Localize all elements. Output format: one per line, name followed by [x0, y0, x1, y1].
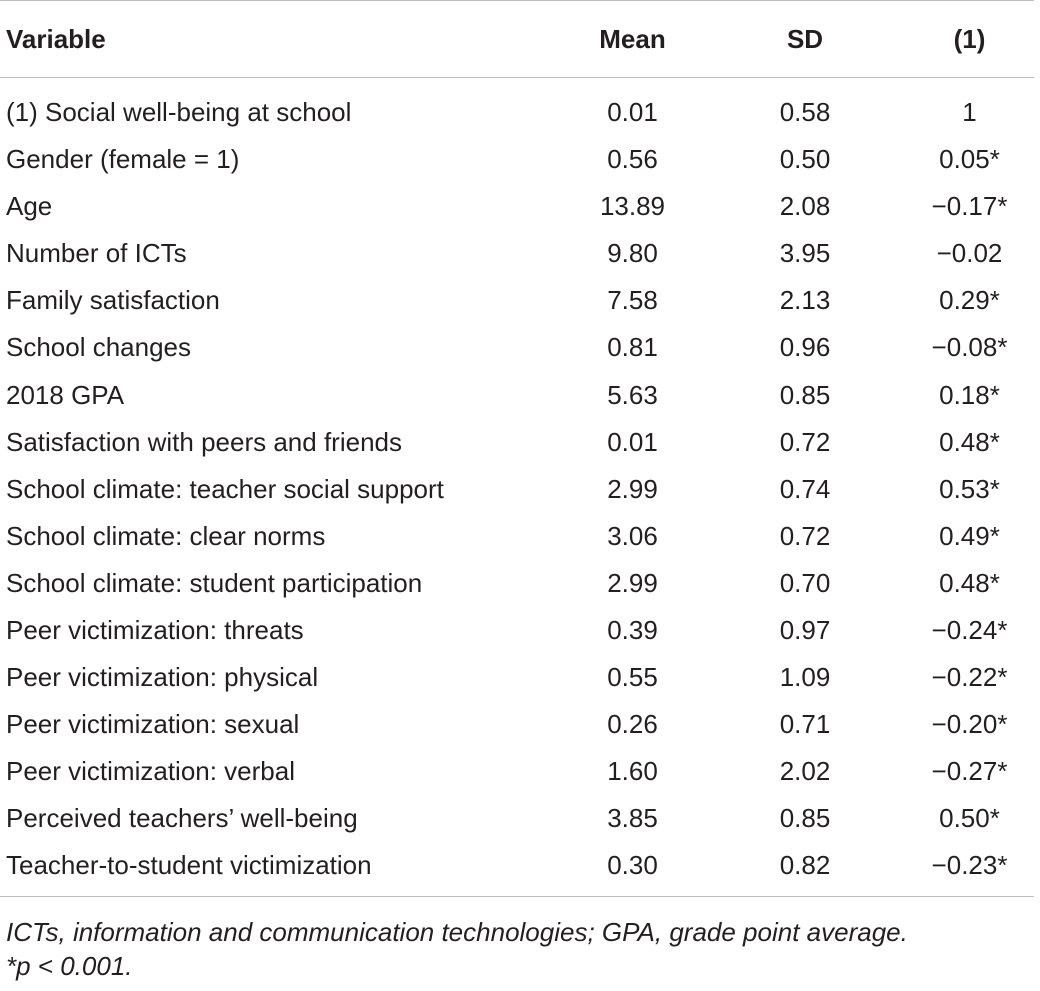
cell-sd: 2.02 [779, 756, 831, 787]
cell-sd: 0.85 [779, 803, 831, 834]
descriptive-statistics-table-container: Variable Mean SD (1) (1) Social well-bei… [0, 0, 1034, 896]
cell-variable: Gender (female = 1) [6, 144, 240, 175]
cell-correlation: −0.23* [931, 850, 1008, 881]
cell-correlation: −0.20* [931, 709, 1008, 740]
table-row: Peer victimization: threats 0.39 0.97 −0.24… [0, 607, 1034, 654]
cell-mean: 3.85 [607, 803, 658, 834]
cell-variable: Perceived teachers’ well-being [6, 803, 358, 834]
cell-sd: 0.72 [779, 426, 831, 457]
cell-variable: Peer victimization: threats [6, 614, 304, 645]
cell-correlation: −0.22* [931, 662, 1008, 693]
cell-sd: 0.58 [779, 96, 831, 127]
cell-sd: 3.95 [779, 238, 831, 269]
cell-correlation: 0.53* [939, 473, 1000, 504]
cell-mean: 3.06 [607, 520, 658, 551]
cell-variable: Teacher-to-student victimization [6, 850, 372, 881]
cell-variable: School climate: student participation [6, 567, 423, 598]
cell-variable: (1) Social well-being at school [6, 96, 352, 127]
descriptive-statistics-table: Variable Mean SD (1) (1) Social well-bei… [0, 0, 1034, 896]
cell-mean: 0.39 [607, 614, 658, 645]
cell-variable: Peer victimization: sexual [6, 709, 300, 740]
table-row: Satisfaction with peers and friends 0.01 0… [0, 419, 1034, 466]
cell-sd: 0.97 [779, 614, 831, 645]
cell-sd: 0.50 [779, 144, 831, 175]
cell-mean: 2.99 [607, 567, 658, 598]
header-row: Variable Mean SD (1) [0, 0, 1034, 78]
cell-sd: 0.70 [779, 567, 831, 598]
cell-variable: School changes [6, 332, 192, 363]
cell-mean: 0.30 [607, 850, 658, 881]
cell-mean: 0.81 [607, 332, 658, 363]
cell-variable: School climate: teacher social support [6, 473, 444, 504]
footnote-significance: *p < 0.001. [6, 951, 133, 981]
cell-mean: 0.01 [607, 96, 658, 127]
table-row: Peer victimization: verbal 1.60 2.02 −0.27* [0, 748, 1034, 795]
cell-variable: Peer victimization: physical [6, 662, 319, 693]
table-row: Age 13.89 2.08 −0.17* [0, 183, 1034, 230]
cell-mean: 0.01 [607, 426, 658, 457]
cell-variable: Satisfaction with peers and friends [6, 426, 402, 457]
cell-mean: 0.55 [607, 662, 658, 693]
table-row: Number of ICTs 9.80 3.95 −0.02 [0, 230, 1034, 277]
cell-correlation: 0.29* [939, 285, 1000, 316]
cell-correlation: 0.48* [939, 426, 1000, 457]
cell-variable: School climate: clear norms [6, 520, 326, 551]
cell-correlation: −0.08* [931, 332, 1008, 363]
table-row: School climate: clear norms 3.06 0.72 0.49* [0, 513, 1034, 560]
table-row: Teacher-to-student victimization 0.30 0.82… [0, 842, 1034, 896]
table-row: Peer victimization: physical 0.55 1.09 −0.2… [0, 654, 1034, 701]
cell-sd: 0.71 [779, 709, 831, 740]
table-row: School climate: teacher social support 2.… [0, 466, 1034, 513]
table-row: Gender (female = 1) 0.56 0.50 0.05* [0, 136, 1034, 183]
cell-mean: 2.99 [607, 473, 658, 504]
cell-sd: 2.13 [779, 285, 831, 316]
cell-sd: 0.85 [779, 379, 831, 410]
table-row: 2018 GPA 5.63 0.85 0.18* [0, 371, 1034, 418]
cell-correlation: −0.17* [931, 191, 1008, 222]
header-variable: Variable [6, 23, 106, 54]
cell-correlation: 1 [962, 96, 977, 127]
table-header: Variable Mean SD (1) [0, 0, 1034, 78]
cell-sd: 0.72 [779, 520, 831, 551]
cell-mean: 0.26 [607, 709, 658, 740]
table-row: School changes 0.81 0.96 −0.08* [0, 324, 1034, 371]
cell-correlation: 0.49* [939, 520, 1000, 551]
footnote-abbreviations: ICTs, information and communication tech… [6, 917, 908, 947]
cell-mean: 5.63 [607, 379, 658, 410]
cell-correlation: 0.05* [939, 144, 1000, 175]
table-row: Perceived teachers’ well-being 3.85 0.85 0.… [0, 795, 1034, 842]
table-row: School climate: student participation 2.9… [0, 560, 1034, 607]
cell-mean: 1.60 [607, 756, 658, 787]
header-sd: SD [786, 23, 824, 54]
cell-sd: 1.09 [779, 662, 831, 693]
cell-mean: 0.56 [607, 144, 658, 175]
cell-correlation: −0.27* [931, 756, 1008, 787]
cell-sd: 0.82 [779, 850, 831, 881]
cell-variable: Number of ICTs [6, 238, 187, 269]
cell-sd: 0.74 [779, 473, 831, 504]
cell-mean: 9.80 [607, 238, 658, 269]
cell-correlation: −0.24* [931, 614, 1008, 645]
table-row: Peer victimization: sexual 0.26 0.71 −0.20* [0, 701, 1034, 748]
cell-variable: Family satisfaction [6, 285, 220, 316]
header-correlation: (1) [953, 23, 986, 54]
header-mean: Mean [599, 23, 666, 54]
cell-correlation: 0.18* [939, 379, 1000, 410]
cell-sd: 0.96 [779, 332, 831, 363]
cell-correlation: 0.48* [939, 567, 1000, 598]
cell-variable: Age [6, 191, 53, 222]
cell-mean: 7.58 [607, 285, 658, 316]
table-body: (1) Social well-being at school 0.01 0.58 1… [0, 78, 1034, 896]
cell-variable: Peer victimization: verbal [6, 756, 295, 787]
cell-mean: 13.89 [599, 191, 666, 222]
table-footnote: ICTs, information and communication tech… [6, 915, 908, 983]
cell-variable: 2018 GPA [6, 379, 125, 410]
cell-correlation: 0.50* [939, 803, 1000, 834]
cell-correlation: −0.02 [936, 238, 1003, 269]
table-row: (1) Social well-being at school 0.01 0.58 1 [0, 78, 1034, 137]
cell-sd: 2.08 [779, 191, 831, 222]
table-row: Family satisfaction 7.58 2.13 0.29* [0, 277, 1034, 324]
